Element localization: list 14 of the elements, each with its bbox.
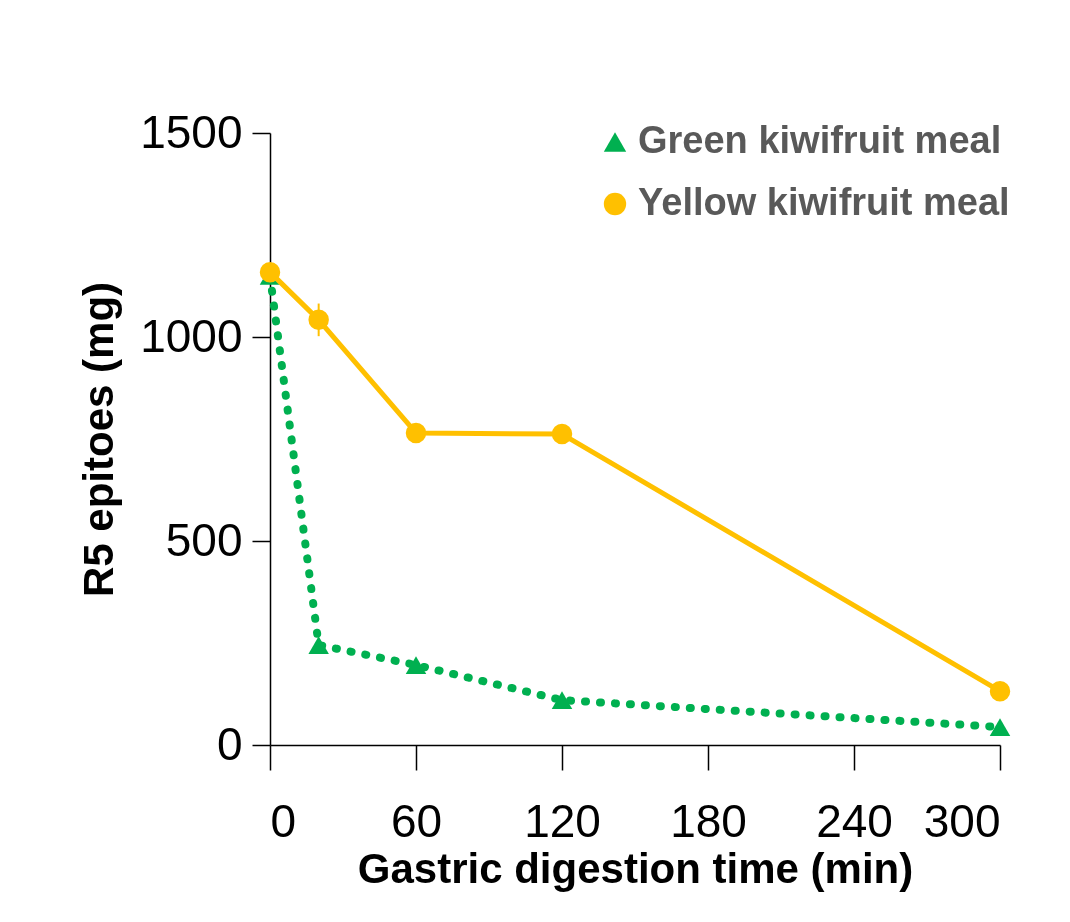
x-tick-label: 60 xyxy=(390,794,443,847)
y-axis-title: R5 epitoes (mg) xyxy=(75,281,123,598)
y-tick-label: 1000 xyxy=(140,309,243,362)
legend-label: Green kiwifruit meal xyxy=(638,119,1002,161)
y-tick-label: 500 xyxy=(165,513,243,566)
x-axis-title: Gastric digestion time (min) xyxy=(357,844,914,892)
legend-label: Yellow kiwifruit meal xyxy=(638,181,1010,223)
x-tick-label: 240 xyxy=(816,794,893,847)
x-tick-label: 180 xyxy=(670,794,747,847)
x-tick-label: 120 xyxy=(524,794,601,847)
x-tick-label: 300 xyxy=(923,794,1001,847)
y-tick-label: 1500 xyxy=(140,105,243,158)
y-tick-label: 0 xyxy=(216,717,243,770)
x-tick-label: 0 xyxy=(270,794,297,847)
